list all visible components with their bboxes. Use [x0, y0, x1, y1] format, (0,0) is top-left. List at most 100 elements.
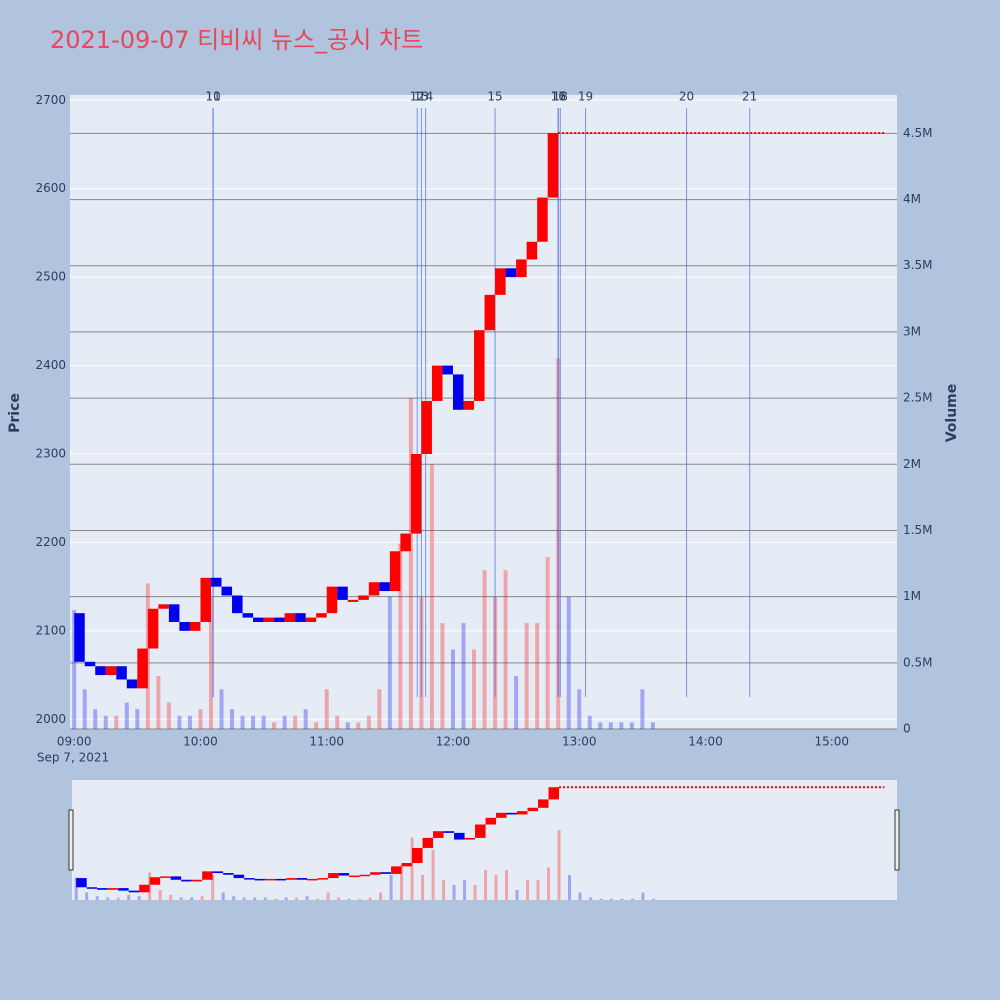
x-tick-label: 14:00 [688, 735, 723, 749]
slider-volume-bar [158, 889, 162, 900]
volume-bar [114, 715, 119, 729]
volume-bar [366, 715, 371, 729]
slider-candle [391, 866, 402, 874]
slider-volume-bar [379, 892, 383, 900]
candle [410, 454, 422, 534]
slider-volume-bar [95, 896, 99, 900]
candle [105, 666, 117, 676]
y2-axis-title: Volume [944, 384, 960, 443]
candle [431, 365, 443, 401]
slider-volume-bar [284, 897, 288, 900]
candle [516, 259, 527, 278]
news-label: 21 [742, 90, 757, 104]
x-tick-label: 12:00 [436, 735, 471, 749]
candle [379, 582, 390, 592]
y2-tick-label: 3M [903, 324, 921, 338]
slider-volume-bar [473, 884, 477, 900]
y-tick-label: 2400 [35, 358, 66, 372]
volume-bar [535, 623, 540, 729]
volume-bar [166, 702, 171, 729]
news-label: 13 [414, 90, 429, 104]
slider-candle [76, 878, 87, 888]
slider-volume-bar [494, 874, 498, 900]
volume-bar [650, 722, 655, 729]
candle [505, 268, 517, 278]
slider-volume-bar [305, 896, 309, 900]
news-label: 20 [679, 90, 694, 104]
candle [421, 400, 432, 455]
slider-candle [254, 878, 266, 881]
y2-tick-label: 2.5M [903, 391, 932, 405]
candle [295, 613, 306, 623]
candle [347, 599, 359, 602]
volume-bar [345, 722, 350, 729]
slider-volume-bar [295, 897, 299, 900]
news-label: 17 [551, 90, 566, 104]
slider-volume-bar [630, 898, 634, 900]
volume-bar [219, 689, 224, 729]
slider-volume-bar [620, 898, 624, 900]
slider-candle [496, 812, 507, 818]
news-label: 10 [205, 90, 220, 104]
slider-candle [443, 831, 455, 833]
slider-candle [359, 874, 371, 877]
volume-bar [230, 709, 235, 729]
slider-volume-bar [232, 896, 236, 900]
volume-bar [293, 715, 298, 729]
slider-volume-bar [442, 879, 446, 900]
y-tick-label: 2600 [35, 181, 66, 195]
volume-bar [324, 689, 329, 729]
slider-candle [233, 874, 245, 879]
slider-volume-bar [116, 897, 120, 900]
volume-bar [156, 676, 161, 729]
slider-volume-bar [568, 874, 572, 900]
candle [442, 365, 453, 375]
candle [116, 666, 127, 680]
y2-tick-label: 4.5M [903, 126, 932, 140]
volume-bar [461, 623, 466, 729]
volume-bar [251, 715, 256, 729]
slider-candle [275, 878, 287, 881]
news-label: 14 [418, 90, 433, 104]
slider-handle[interactable] [68, 809, 74, 871]
slider-volume-bar [337, 897, 341, 900]
plot-area [70, 95, 897, 729]
news-label: 15 [487, 90, 502, 104]
y2-tick-label: 2M [903, 457, 921, 471]
candle [84, 661, 96, 667]
y-tick-label: 2700 [35, 93, 66, 107]
y2-tick-label: 3.5M [903, 258, 932, 272]
slider-candle [191, 879, 203, 882]
candle [368, 582, 380, 596]
candle [326, 586, 338, 614]
slider-candle [307, 878, 318, 881]
slider-volume-bar [463, 879, 467, 900]
slider-candle [422, 837, 434, 848]
y-axis-title: Price [7, 393, 23, 433]
volume-bar [124, 702, 129, 729]
volume-bar [387, 596, 392, 729]
volume-bar [429, 464, 434, 729]
slider-candle [485, 817, 497, 825]
slider-volume-bar [431, 849, 435, 900]
volume-bar [640, 689, 645, 729]
volume-bar [356, 722, 361, 729]
slider-candle [149, 877, 161, 885]
volume-bar [82, 689, 87, 729]
slider-volume-bar [389, 874, 393, 900]
slider-volume-bar [137, 896, 141, 900]
slider-candle [223, 873, 234, 875]
volume-bar [208, 596, 213, 729]
slider-candle [338, 873, 350, 876]
candle [358, 595, 369, 600]
volume-bar [240, 715, 245, 729]
y2-tick-label: 0 [903, 722, 911, 736]
slider-candle [475, 824, 486, 838]
slider-volume-bar [358, 898, 362, 900]
slider-handle[interactable] [894, 809, 900, 871]
volume-bar [177, 715, 182, 729]
slider-volume-bar [169, 894, 173, 900]
candle [200, 577, 211, 623]
slider-volume-bar [127, 894, 131, 900]
slider-volume-bar [316, 898, 320, 900]
